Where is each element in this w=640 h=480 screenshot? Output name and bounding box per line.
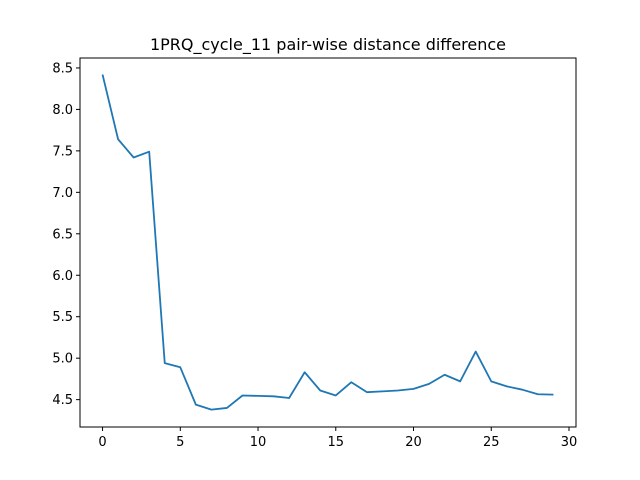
y-tick-label: 8.0 <box>52 103 73 118</box>
y-tick-label: 7.0 <box>52 186 73 201</box>
y-tick-label: 5.5 <box>52 310 73 325</box>
y-tick-label: 6.5 <box>52 227 73 242</box>
y-tick-label: 4.5 <box>52 393 73 408</box>
y-tick-label: 7.5 <box>52 144 73 159</box>
x-tick-label: 10 <box>250 435 267 450</box>
x-tick-label: 25 <box>483 435 500 450</box>
x-tick-label: 20 <box>405 435 422 450</box>
plot-area <box>101 74 554 411</box>
chart-title: 1PRQ_cycle_11 pair-wise distance differe… <box>150 35 506 55</box>
y-tick-label: 8.5 <box>52 61 73 76</box>
x-tick-label: 0 <box>98 435 106 450</box>
x-axis: 0 5 10 15 20 25 30 <box>98 427 577 450</box>
axes-frame <box>79 57 577 428</box>
x-tick-label: 30 <box>561 435 578 450</box>
x-tick-label: 5 <box>176 435 184 450</box>
y-axis: 4.5 5.0 5.5 6.0 6.5 7.0 7.5 8.0 8.5 <box>52 61 80 408</box>
series-line <box>101 74 554 411</box>
y-tick-label: 5.0 <box>52 352 73 367</box>
x-tick-label: 15 <box>328 435 345 450</box>
y-tick-label: 6.0 <box>52 269 73 284</box>
